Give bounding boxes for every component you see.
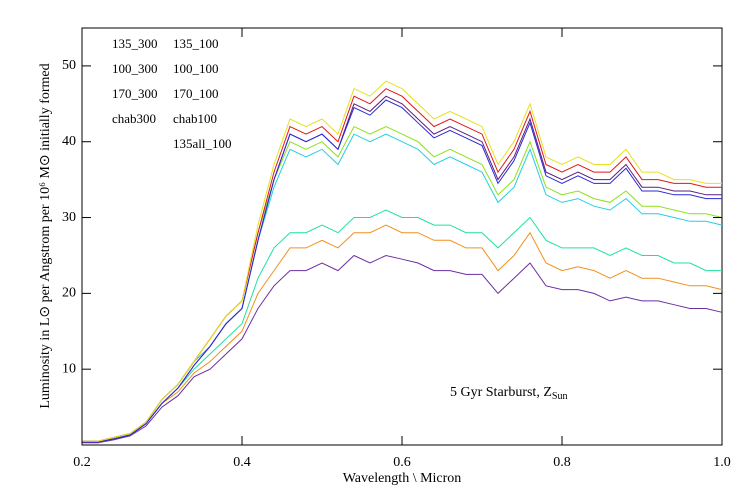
legend-label: 135_100 — [173, 36, 219, 51]
y-axis-title: Luminosity in L⊙ per Angstrom per 10⁶ M⊙… — [38, 63, 53, 408]
spectrum-line — [82, 224, 723, 443]
legend-label: 100_100 — [173, 61, 219, 76]
spectrum-line — [82, 209, 722, 443]
y-tick-label: 40 — [62, 134, 76, 149]
x-axis-title: Wavelength \ Micron — [343, 471, 462, 486]
legend-label: chab100 — [173, 111, 217, 126]
x-tick-label: 0.6 — [393, 455, 411, 470]
legend-label: 135all_100 — [173, 136, 232, 151]
legend-label: 135_300 — [112, 36, 158, 51]
x-tick-label: 0.8 — [553, 455, 571, 470]
annotation-subscript: Sun — [552, 391, 568, 402]
legend-label: 170_100 — [173, 86, 219, 101]
lines — [82, 80, 723, 444]
x-tick-label: 0.4 — [233, 455, 251, 470]
spectrum-line — [82, 125, 723, 442]
x-tick-label: 0.2 — [73, 455, 91, 470]
spectrum-line — [82, 80, 722, 442]
legend-label: 100_300 — [112, 61, 158, 76]
legend-label: 170_300 — [112, 86, 158, 101]
spectrum-line — [82, 99, 722, 443]
x-tick-label: 1.0 — [713, 455, 731, 470]
y-tick-label: 50 — [62, 58, 76, 73]
spectrum-line — [82, 254, 723, 444]
legend: 135_300 135_100 100_300 100_100 170_300 170_1… — [112, 36, 232, 151]
y-tick-label: 30 — [62, 210, 76, 225]
annotation-text: 5 Gyr Starburst, Z — [450, 385, 552, 400]
y-tick-label: 20 — [62, 286, 76, 301]
y-tick-label: 10 — [62, 361, 76, 376]
annotation: 5 Gyr Starburst, ZSun — [450, 385, 567, 402]
legend-label: chab300 — [112, 111, 156, 126]
